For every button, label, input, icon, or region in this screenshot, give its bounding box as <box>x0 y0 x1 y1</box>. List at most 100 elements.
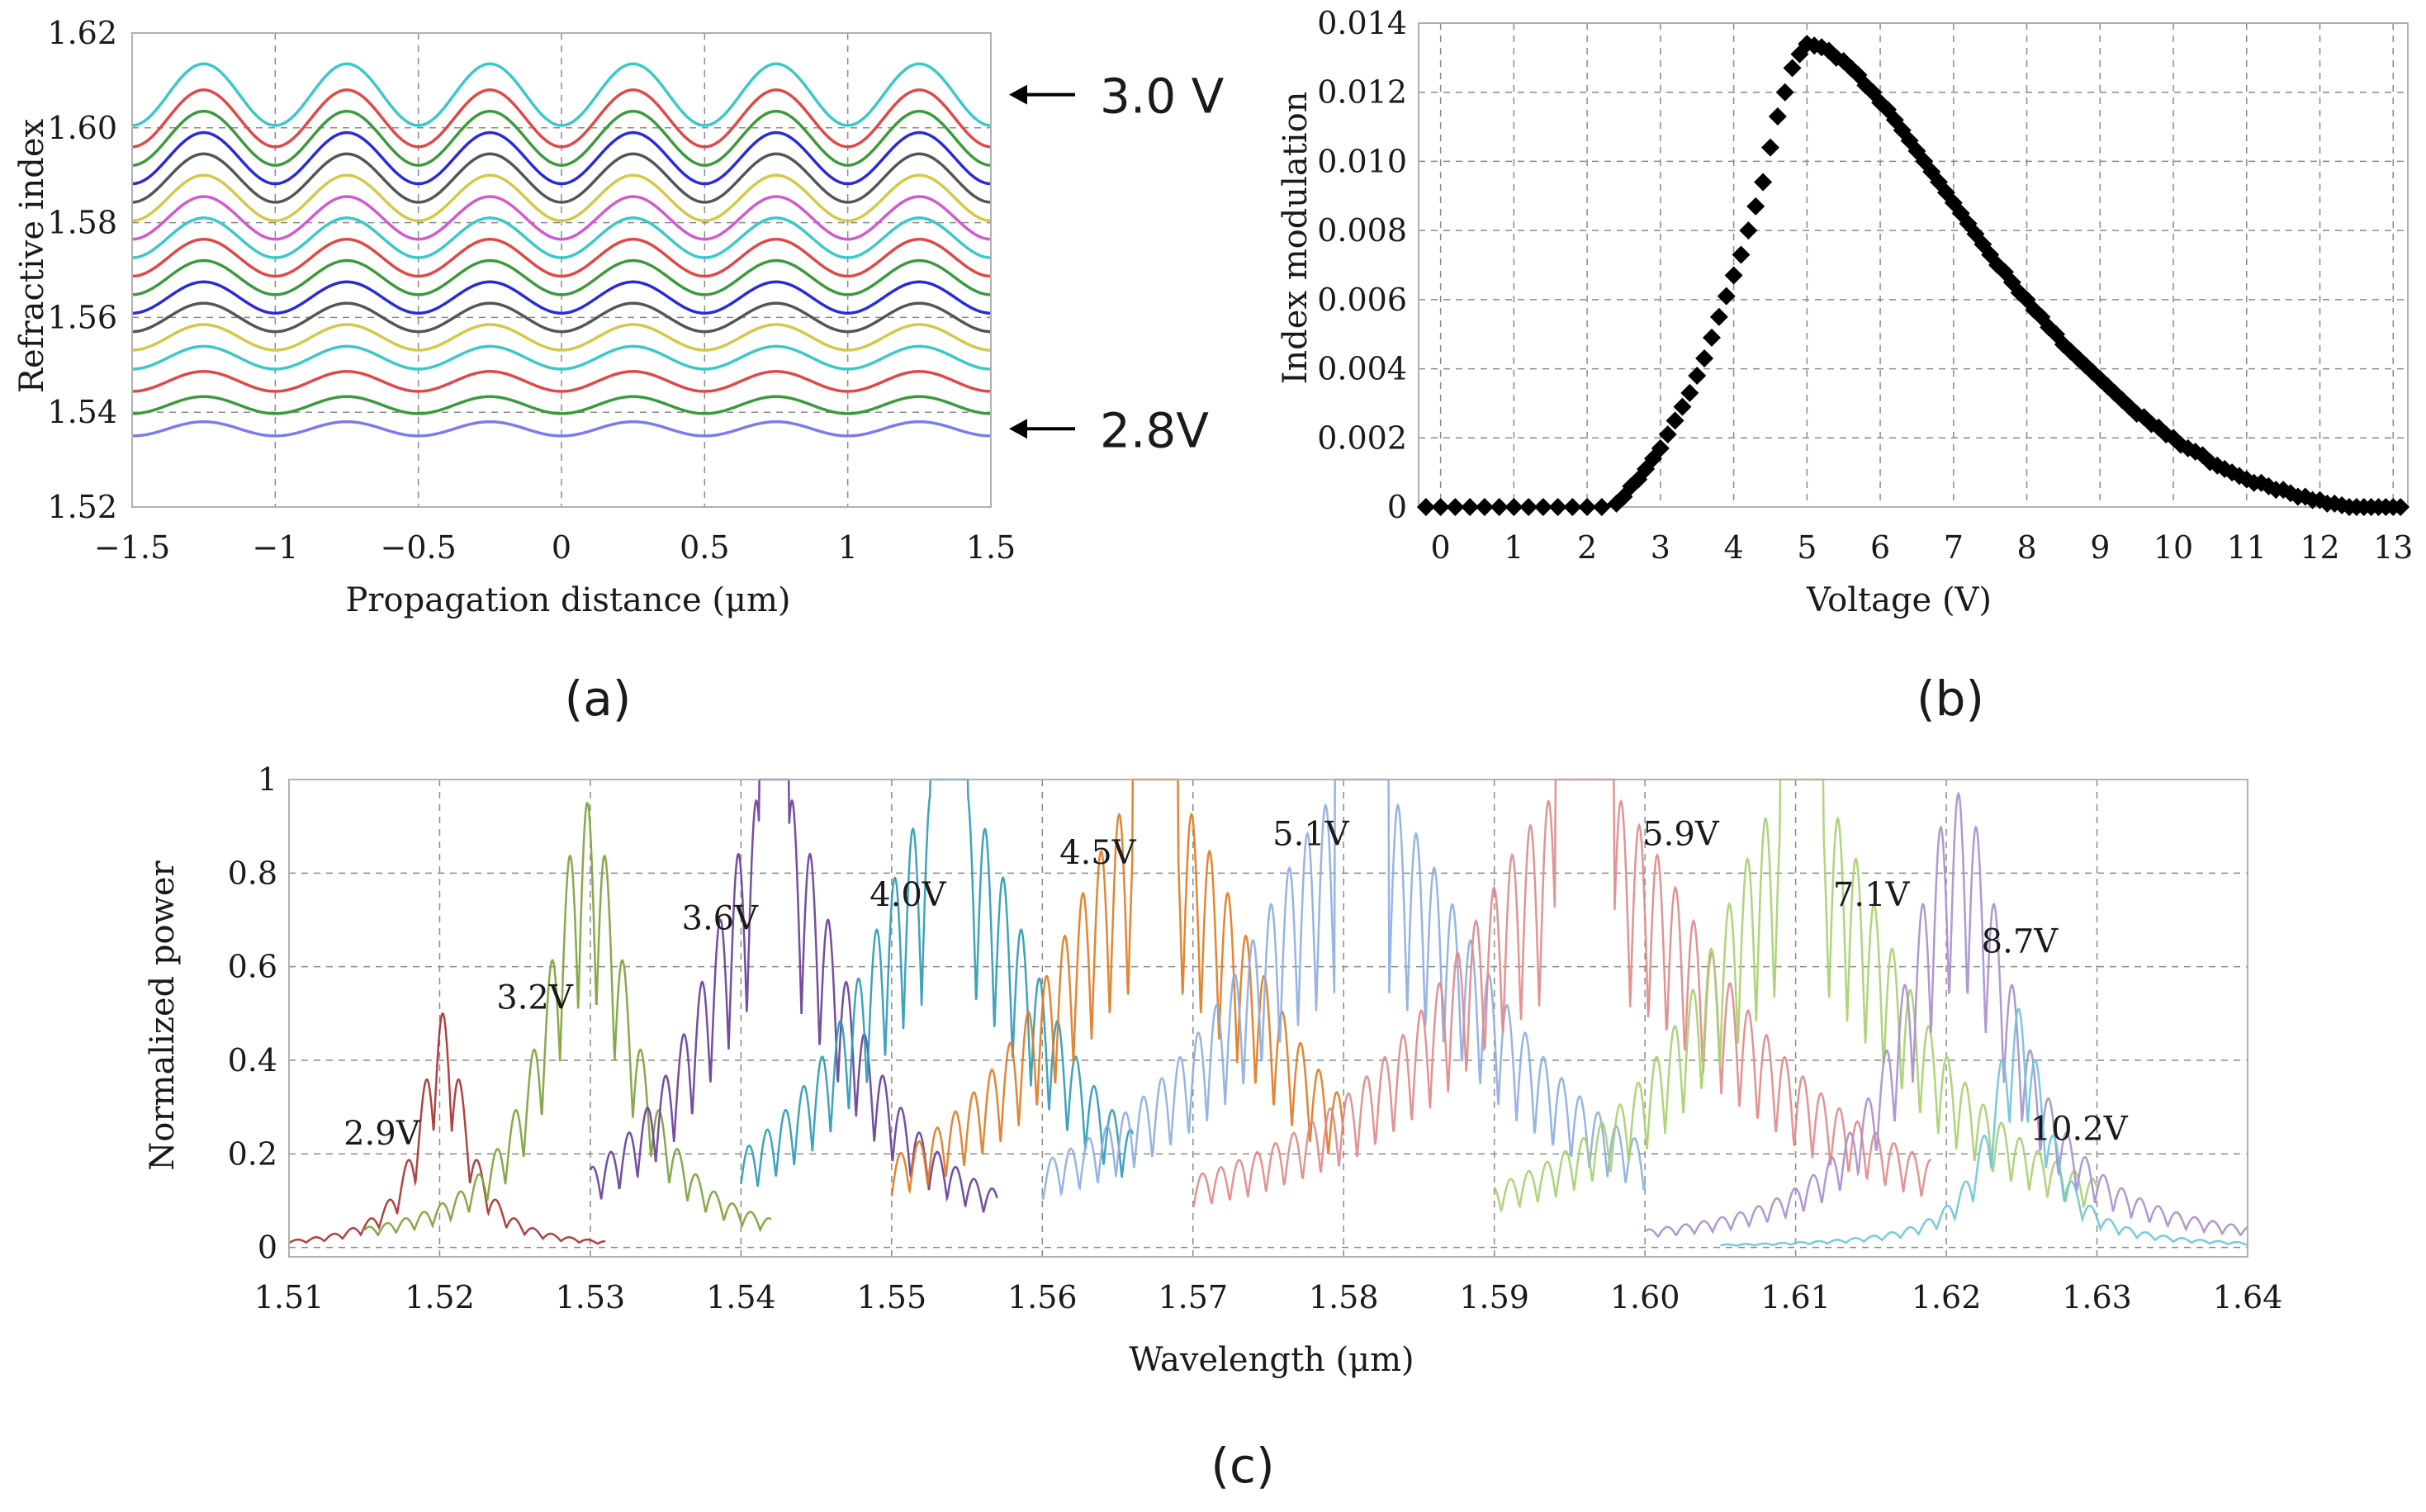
panel-a-y-tick-label: 1.58 <box>47 205 117 241</box>
panel-a-x-tick-label: 0.5 <box>680 529 729 566</box>
peak-voltage-label: 5.1V <box>1272 815 1350 853</box>
panel-b-x-tick-label: 0 <box>1431 529 1451 566</box>
panel-a-x-tick-label: 1.5 <box>966 529 1016 566</box>
panel-c-x-tick-label: 1.54 <box>706 1279 776 1315</box>
data-point <box>1702 328 1721 347</box>
panel-a-y-tick-label: 1.52 <box>47 489 117 525</box>
panel-c-normalized-power-chart: 1.51 1.52 1.53 1.54 1.55 1.56 1.57 1.58 1.59 1.60… <box>144 761 2282 1494</box>
data-point <box>1666 411 1684 430</box>
panel-a-series-line <box>132 280 991 315</box>
data-point <box>1709 307 1728 326</box>
panel-b-x-tick-label: 7 <box>1944 529 1964 566</box>
peak-voltage-label: 3.2V <box>496 979 574 1017</box>
panel-c-x-tick-label: 1.55 <box>857 1279 927 1315</box>
panel-c-x-tick-label: 1.58 <box>1309 1279 1379 1315</box>
panel-a-y-tick-label: 1.62 <box>47 15 117 51</box>
peak-voltage-label: 4.5V <box>1059 834 1137 872</box>
annotation-arrow-head <box>1009 84 1027 105</box>
panel-c-y-tick-label: 1 <box>258 761 277 798</box>
panel-b-x-tick-label: 4 <box>1723 529 1743 566</box>
panel-c-y-label: Normalized power <box>144 860 182 1170</box>
panel-b-index-modulation-chart: 0 1 2 3 4 5 6 7 8 9 10 11 12 13 00.0020.0040.0060.008… <box>1277 5 2413 727</box>
panel-a-series-line <box>132 130 991 186</box>
panel-b-plot-frame <box>1418 22 2409 508</box>
panel-a-label: (a) <box>565 671 632 727</box>
panel-b-label: (b) <box>1917 671 1984 727</box>
panel-c-y-tick-label: 0 <box>258 1230 277 1266</box>
panel-c-y-tick-label: 0.8 <box>228 855 277 891</box>
panel-c-x-tick-label: 1.60 <box>1610 1279 1680 1315</box>
data-point <box>1724 266 1743 285</box>
data-point <box>1475 498 1494 516</box>
panel-a-series-line <box>131 173 992 223</box>
data-point <box>1519 498 1538 516</box>
data-point <box>1578 498 1597 516</box>
panel-b-y-tick-label: 0.010 <box>1317 143 1407 179</box>
panel-a-series-line <box>131 195 992 241</box>
panel-c-x-tick-label: 1.52 <box>405 1279 475 1315</box>
panel-a-series-line <box>132 323 991 352</box>
panel-a-series-line <box>132 395 991 415</box>
data-point <box>1746 197 1765 216</box>
panel-a-x-tick-label: 0 <box>552 529 571 566</box>
panel-b-x-tick-label: 12 <box>2300 529 2339 566</box>
panel-a-series-line <box>132 419 991 438</box>
data-point <box>1688 366 1707 385</box>
annotation-arrow-head <box>1009 419 1027 439</box>
panel-c-x-tick-label: 1.51 <box>254 1279 325 1315</box>
annotation-label: 3.0 V <box>1100 69 1225 125</box>
panel-a-series-line <box>132 258 991 296</box>
panel-b-x-tick-label: 3 <box>1651 529 1670 566</box>
data-point <box>1819 41 1838 60</box>
panel-a-series-line <box>131 216 992 259</box>
panel-c-x-tick-label: 1.57 <box>1158 1279 1228 1315</box>
panel-c-spectrum-line <box>363 801 772 1237</box>
panel-a-x-tick-label: −1 <box>252 529 298 566</box>
panel-c-peak-labels: 2.9V 3.2V 3.6V 4.0V 4.5V 5.1V 5.9V 7.1V 8.7V 10.2… <box>344 815 2129 1153</box>
data-point <box>1768 107 1787 126</box>
data-point <box>1783 59 1802 78</box>
panel-a-x-ticks: −1.5 −1 −0.5 0 0.5 1 1.5 <box>94 529 1016 566</box>
panel-a-y-tick-label: 1.54 <box>47 394 117 430</box>
panel-b-x-tick-label: 13 <box>2373 529 2413 566</box>
panel-a-series-line <box>132 152 991 204</box>
panel-a-x-label: Propagation distance (μm) <box>346 581 791 619</box>
data-point <box>1548 498 1567 516</box>
data-point <box>1812 38 1831 57</box>
panel-b-grid <box>1419 22 2408 508</box>
data-point <box>1416 498 1435 516</box>
panel-c-spectrum-line <box>288 1012 606 1245</box>
data-point <box>1533 498 1552 516</box>
peak-voltage-label: 3.6V <box>682 899 760 937</box>
panel-a-series-line <box>132 301 991 334</box>
panel-a-series <box>131 62 992 438</box>
panel-c-spectrum-line <box>890 778 1345 1197</box>
panel-c-y-tick-label: 0.2 <box>228 1135 277 1172</box>
panel-b-y-tick-label: 0.004 <box>1317 351 1407 387</box>
data-point <box>2391 498 2410 516</box>
data-point <box>1490 498 1509 516</box>
panel-b-x-tick-label: 10 <box>2154 529 2193 566</box>
panel-c-x-label: Wavelength (μm) <box>1129 1341 1414 1379</box>
panel-c-plot-frame <box>288 779 2248 1258</box>
panel-c-y-tick-label: 0.4 <box>228 1042 277 1078</box>
data-point <box>1504 498 1523 516</box>
data-point <box>2135 408 2154 427</box>
panel-c-x-ticks: 1.51 1.52 1.53 1.54 1.55 1.56 1.57 1.58 1.59 1.60… <box>254 1279 2283 1315</box>
panel-a-x-tick-label: −0.5 <box>381 529 457 566</box>
panel-a-series-line <box>131 344 992 371</box>
panel-c-x-tick-label: 1.56 <box>1007 1279 1078 1315</box>
panel-c-spectrum-line <box>589 778 998 1213</box>
panel-c-label: (c) <box>1211 1438 1274 1494</box>
peak-voltage-label: 5.9V <box>1642 815 1720 853</box>
panel-b-x-ticks: 0 1 2 3 4 5 6 7 8 9 10 11 12 13 <box>1431 529 2414 566</box>
panel-b-y-tick-label: 0 <box>1387 489 1407 525</box>
panel-b-x-label: Voltage (V) <box>1806 581 1992 619</box>
panel-a-series-line <box>131 88 992 149</box>
panel-b-x-tick-label: 6 <box>1870 529 1890 566</box>
panel-a-x-tick-label: 1 <box>838 529 858 566</box>
panel-c-x-tick-label: 1.61 <box>1760 1279 1831 1315</box>
data-point <box>1717 287 1736 306</box>
peak-voltage-label: 8.7V <box>1982 923 2059 961</box>
